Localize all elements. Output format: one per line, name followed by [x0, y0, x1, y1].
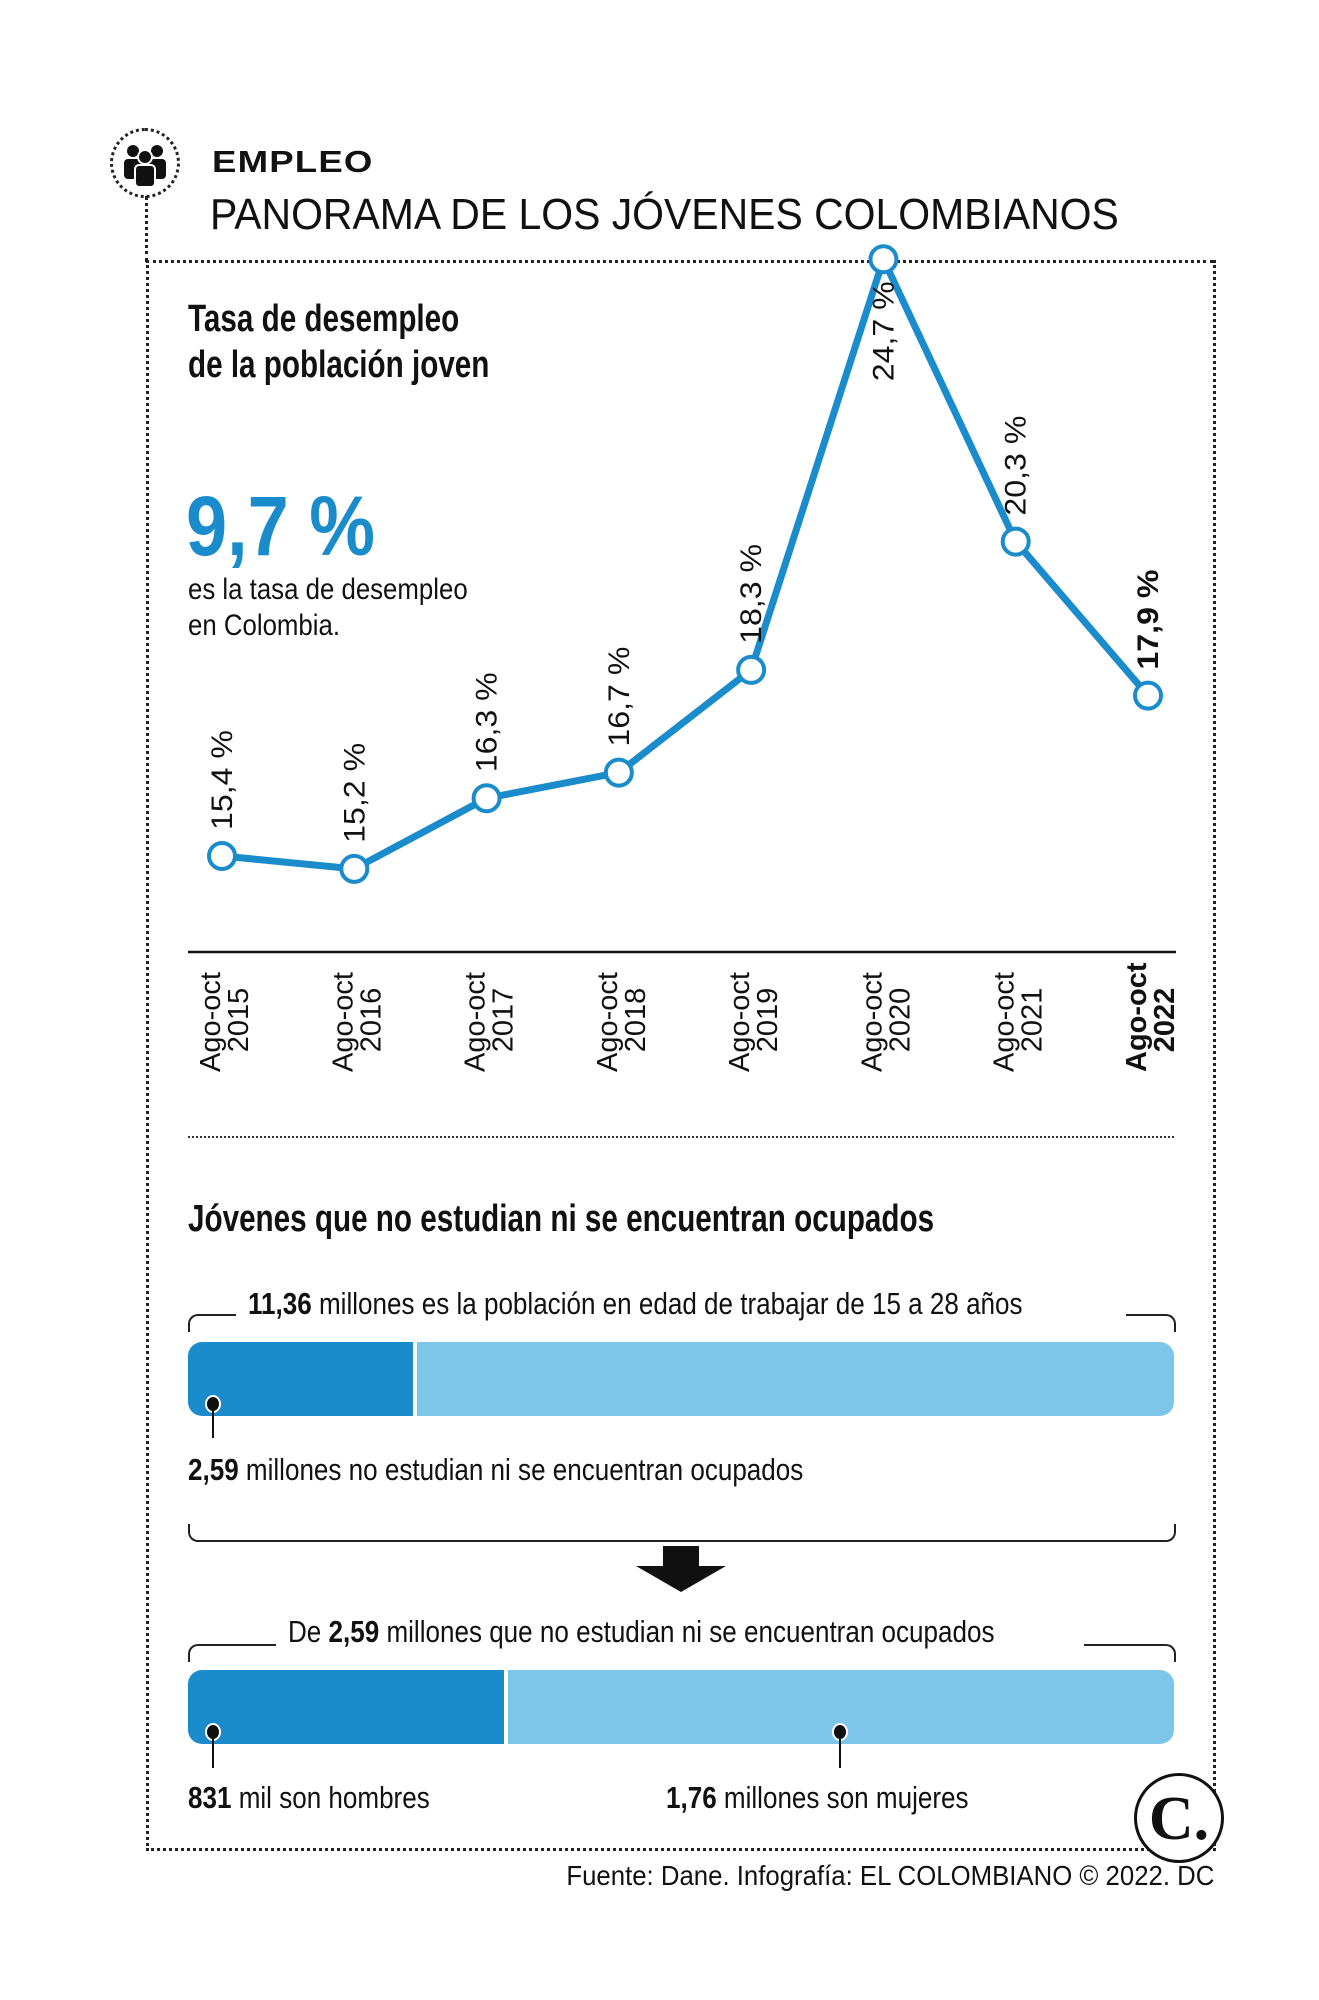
people-group-icon	[110, 128, 180, 198]
nini-title: Jóvenes que no estudian ni se encuentran…	[188, 1198, 935, 1240]
series-line	[221, 255, 1151, 873]
bar1-leader-line	[212, 1410, 214, 1438]
women-label: 1,76 millones son mujeres	[666, 1780, 969, 1815]
data-label: 17,9 %	[1132, 570, 1165, 670]
data-label: 15,4 %	[206, 730, 239, 830]
x-tick-label: 2019	[752, 988, 784, 1053]
women-leader-line	[839, 1738, 841, 1768]
bar1-bottom-bracket	[188, 1524, 1176, 1542]
x-tick-label: Ago-oct	[327, 972, 359, 1072]
connector-line	[145, 196, 148, 262]
data-point-marker	[471, 783, 502, 814]
bar1-total-label: 11,36 millones es la población en edad d…	[248, 1286, 1023, 1321]
x-tick-label: 2022	[1149, 988, 1181, 1053]
x-tick-label: Ago-oct	[195, 972, 227, 1072]
x-tick-label: 2015	[223, 988, 255, 1053]
bar-segment-rest	[417, 1342, 1174, 1416]
data-label: 15,2 %	[338, 743, 371, 843]
x-tick-label: 2020	[884, 988, 916, 1053]
data-label: 16,7 %	[603, 647, 636, 747]
chart-title-line1: Tasa de desempleo	[188, 298, 460, 340]
x-tick-label: Ago-oct	[724, 972, 756, 1072]
bar2-total-label: De 2,59 millones que no estudian ni se e…	[288, 1614, 995, 1649]
caption-line1: es la tasa de desempleo	[188, 573, 468, 606]
data-label: 24,7 %	[867, 281, 900, 381]
x-tick-label: Ago-oct	[856, 972, 888, 1072]
content-frame	[146, 260, 1216, 1851]
el-colombiano-logo: C.	[1134, 1773, 1224, 1863]
data-label: 16,3 %	[471, 672, 504, 772]
x-tick-label: 2016	[355, 988, 387, 1053]
x-tick-label: Ago-oct	[989, 972, 1021, 1072]
men-label: 831 mil son hombres	[188, 1780, 430, 1815]
data-point-marker	[868, 244, 899, 275]
section-kicker: EMPLEO	[212, 144, 374, 179]
population-bar	[188, 1342, 1174, 1416]
line-chart: 15,4 % 15,2 % 16,3 % 16,7 % 18,3 % 24,7 % 20,3…	[188, 244, 1181, 1072]
x-tick-label: Ago-oct	[460, 972, 492, 1072]
section-divider	[188, 1136, 1174, 1138]
chart-title-line2: de la población joven	[188, 344, 490, 386]
source-credit: Fuente: Dane. Infografía: EL COLOMBIANO …	[565, 1860, 1214, 1891]
bar2-label-bg	[276, 1622, 1084, 1664]
x-tick-label: Ago-oct	[592, 972, 624, 1072]
data-point-marker	[1000, 526, 1031, 557]
data-label: 18,3 %	[735, 544, 768, 644]
x-tick-label: 2018	[620, 988, 652, 1053]
data-point-marker	[207, 841, 237, 871]
data-point-marker	[1133, 680, 1163, 711]
page-title: PANORAMA DE LOS JÓVENES COLOMBIANOS	[210, 190, 1119, 239]
x-tick-label: 2017	[488, 988, 520, 1053]
data-point-marker	[339, 853, 370, 884]
x-tick-label: Ago-oct	[1121, 962, 1153, 1072]
bar-segment-nini	[188, 1342, 413, 1416]
bar1-label-bg	[236, 1292, 1126, 1334]
frame-top-border	[146, 260, 1213, 263]
bar-segment-men	[188, 1670, 504, 1744]
gender-bar	[188, 1670, 1174, 1744]
arrow-down-icon	[636, 1546, 726, 1592]
data-label: 20,3 %	[1000, 416, 1033, 516]
bar1-nini-label: 2,59 millones no estudian ni se encuentr…	[188, 1452, 804, 1487]
x-tick-label: 2021	[1017, 988, 1049, 1053]
data-point-marker	[736, 654, 767, 685]
data-point-marker	[603, 757, 634, 788]
national-rate-caption: es la tasa de desempleo en Colombia.	[188, 572, 468, 644]
caption-line2: en Colombia.	[188, 609, 341, 642]
national-rate-value: 9,7 %	[186, 479, 376, 573]
men-leader-line	[212, 1738, 214, 1768]
